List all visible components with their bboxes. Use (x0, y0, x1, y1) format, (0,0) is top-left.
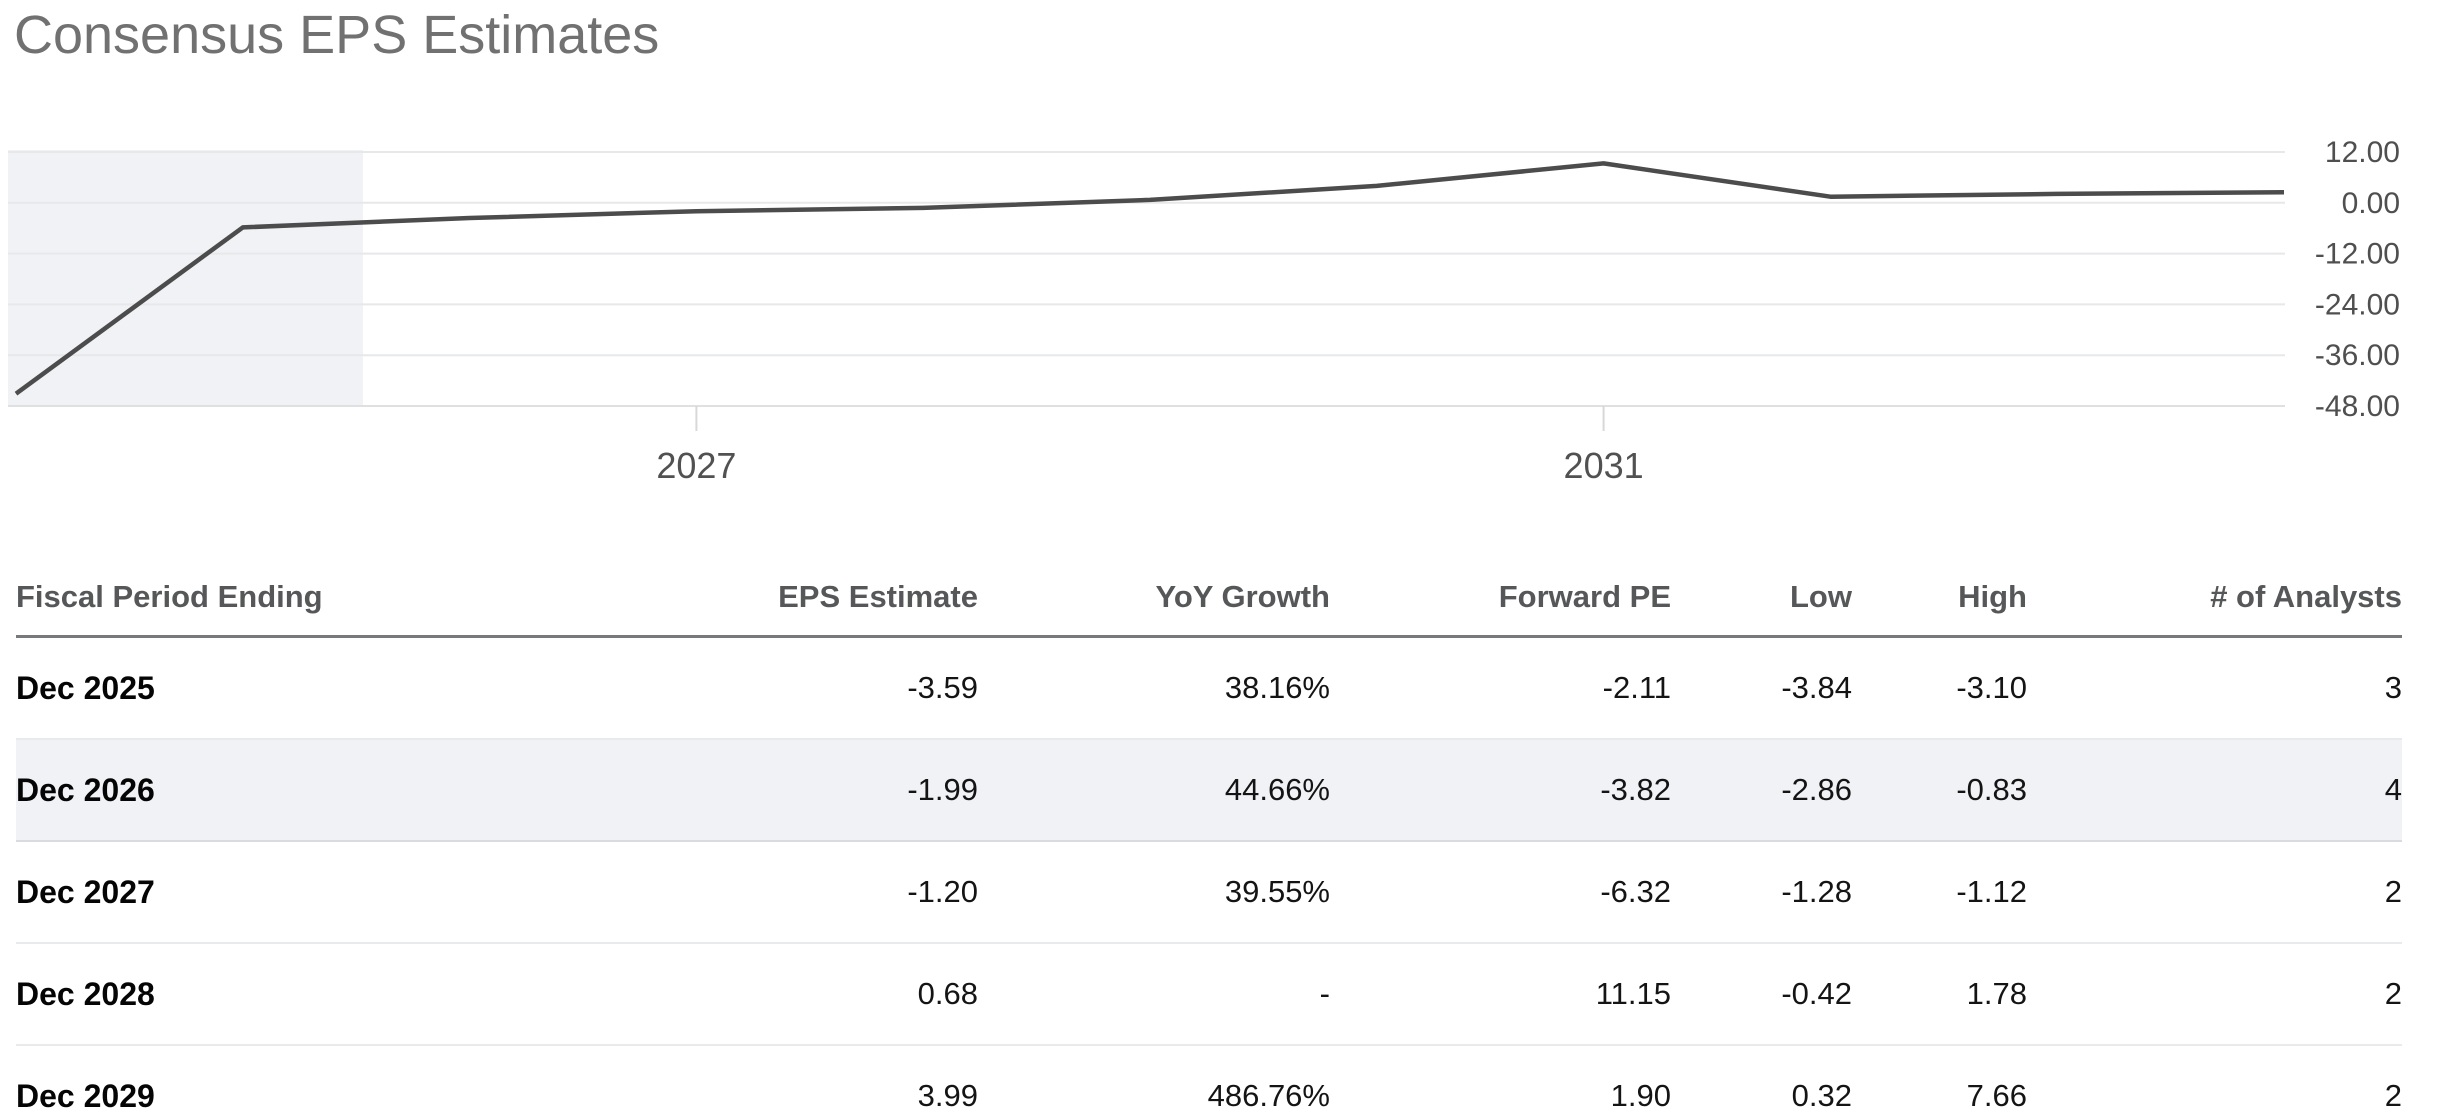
table-row: Dec 2028 0.68 - 11.15 -0.42 1.78 2 (16, 943, 2402, 1045)
cell-high: -1.12 (1956, 874, 2027, 909)
cell-eps: 0.68 (917, 976, 978, 1011)
cell-eps: -3.59 (907, 670, 978, 705)
cell-period: Dec 2025 (16, 669, 155, 706)
x-axis-tick-label: 2027 (656, 445, 736, 486)
cell-eps: -1.20 (907, 874, 978, 909)
cell-high: 1.78 (1966, 976, 2027, 1011)
table-row: Dec 2025 -3.59 38.16% -2.11 -3.84 -3.10 3 (16, 637, 2402, 739)
cell-low: -1.28 (1781, 874, 1852, 909)
cell-yoy: 44.66% (1224, 772, 1330, 807)
cell-yoy: - (1319, 976, 1330, 1011)
cell-period: Dec 2028 (16, 975, 155, 1012)
table-row: Dec 2026 -1.99 44.66% -3.82 -2.86 -0.83 4 (16, 739, 2402, 841)
table-row: Dec 2027 -1.20 39.55% -6.32 -1.28 -1.12 2 (16, 841, 2402, 943)
cell-high: -3.10 (1956, 670, 2027, 705)
cell-period: Dec 2026 (16, 771, 155, 808)
y-axis-tick-label: -24.00 (2315, 288, 2400, 321)
cell-yoy: 39.55% (1224, 874, 1330, 909)
column-header-forward-pe: Forward PE (1498, 579, 1671, 614)
column-header-low: Low (1790, 579, 1852, 614)
eps-estimates-chart[interactable]: 12.00 0.00 -12.00 -24.00 -36.00 -48.00 2027 203… (0, 0, 2464, 530)
y-axis-tick-label: 0.00 (2342, 187, 2400, 220)
cell-high: -0.83 (1956, 772, 2027, 807)
column-header-fiscal-period: Fiscal Period Ending (16, 579, 323, 614)
cell-yoy: 486.76% (1207, 1078, 1330, 1113)
historical-period-band (8, 150, 363, 406)
cell-low: -3.84 (1781, 670, 1852, 705)
table-row: Dec 2029 3.99 486.76% 1.90 0.32 7.66 2 (16, 1045, 2402, 1114)
eps-estimates-table: Fiscal Period Ending EPS Estimate YoY Gr… (16, 536, 2402, 1114)
page-title: Consensus EPS Estimates (14, 5, 660, 65)
column-header-eps-estimate: EPS Estimate (778, 579, 978, 614)
eps-line (14, 161, 2285, 396)
eps-line-chart-svg[interactable]: 12.00 0.00 -12.00 -24.00 -36.00 -48.00 2027 203… (0, 0, 2464, 530)
column-header-yoy-growth: YoY Growth (1155, 579, 1330, 614)
cell-forward_pe: 11.15 (1595, 976, 1671, 1011)
cell-forward_pe: -2.11 (1602, 670, 1671, 705)
x-axis-tick-label: 2031 (1564, 445, 1644, 486)
cell-low: 0.32 (1791, 1078, 1852, 1113)
cell-high: 7.66 (1966, 1078, 2027, 1113)
table-header-row: Fiscal Period Ending EPS Estimate YoY Gr… (16, 536, 2402, 637)
cell-forward_pe: -3.82 (1600, 772, 1671, 807)
cell-forward_pe: 1.90 (1610, 1078, 1671, 1113)
y-axis-tick-label: -36.00 (2315, 339, 2400, 372)
cell-period: Dec 2027 (16, 873, 155, 910)
cell-analysts: 3 (2384, 670, 2402, 705)
cell-eps: -1.99 (907, 772, 978, 807)
table-body: Dec 2025 -3.59 38.16% -2.11 -3.84 -3.10 3 Dec 2… (16, 637, 2402, 1114)
cell-analysts: 2 (2384, 874, 2402, 909)
cell-low: -2.86 (1781, 772, 1852, 807)
y-axis-tick-label: -12.00 (2315, 238, 2400, 271)
cell-period: Dec 2029 (16, 1077, 155, 1114)
cell-forward_pe: -6.32 (1600, 874, 1671, 909)
cell-low: -0.42 (1781, 976, 1852, 1011)
column-header-num-analysts: # of Analysts (2210, 579, 2402, 614)
cell-analysts: 2 (2384, 1078, 2402, 1113)
y-axis-tick-label: 12.00 (2325, 136, 2400, 169)
y-axis-tick-label: -48.00 (2315, 390, 2400, 423)
column-header-high: High (1958, 579, 2027, 614)
cell-analysts: 2 (2384, 976, 2402, 1011)
cell-yoy: 38.16% (1224, 670, 1330, 705)
cell-eps: 3.99 (917, 1078, 978, 1113)
cell-analysts: 4 (2384, 772, 2402, 807)
